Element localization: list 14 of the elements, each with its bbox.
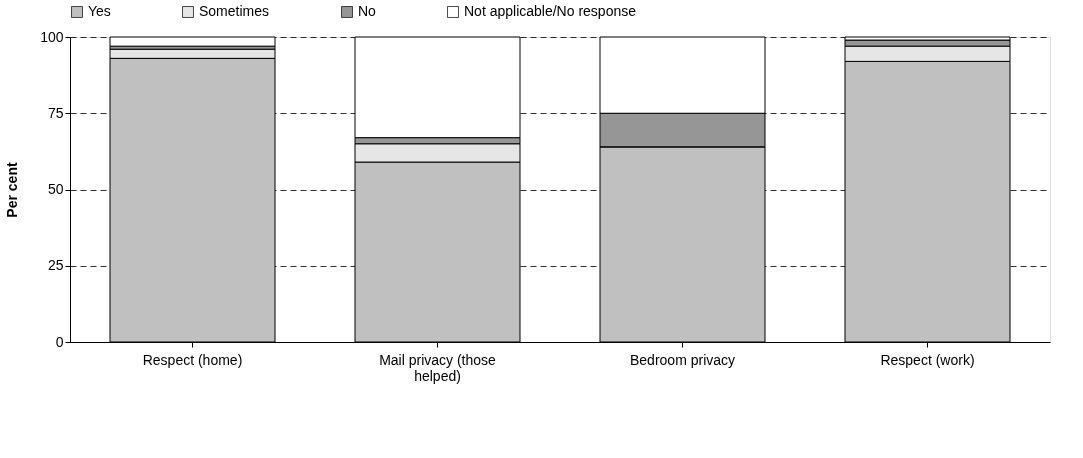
legend-label: No [358, 3, 377, 19]
x-tick-label: Mail privacy (those helped) [379, 351, 497, 384]
y-tick-label: 100 [40, 28, 64, 45]
y-tick-label: 25 [47, 257, 64, 274]
y-axis-title: Per cent [4, 162, 21, 218]
x-tick-label: Respect (work) [880, 351, 975, 368]
y-tick-label: 75 [47, 104, 64, 121]
legend-label: Sometimes [199, 3, 270, 19]
legend-label: Not applicable/No response [464, 3, 637, 19]
x-tick-label: Respect (home) [142, 351, 243, 368]
x-tick-label: Bedroom privacy [629, 351, 736, 368]
y-tick-label: 0 [55, 333, 64, 350]
y-tick-label: 50 [47, 181, 64, 197]
legend-label: Yes [88, 3, 111, 19]
